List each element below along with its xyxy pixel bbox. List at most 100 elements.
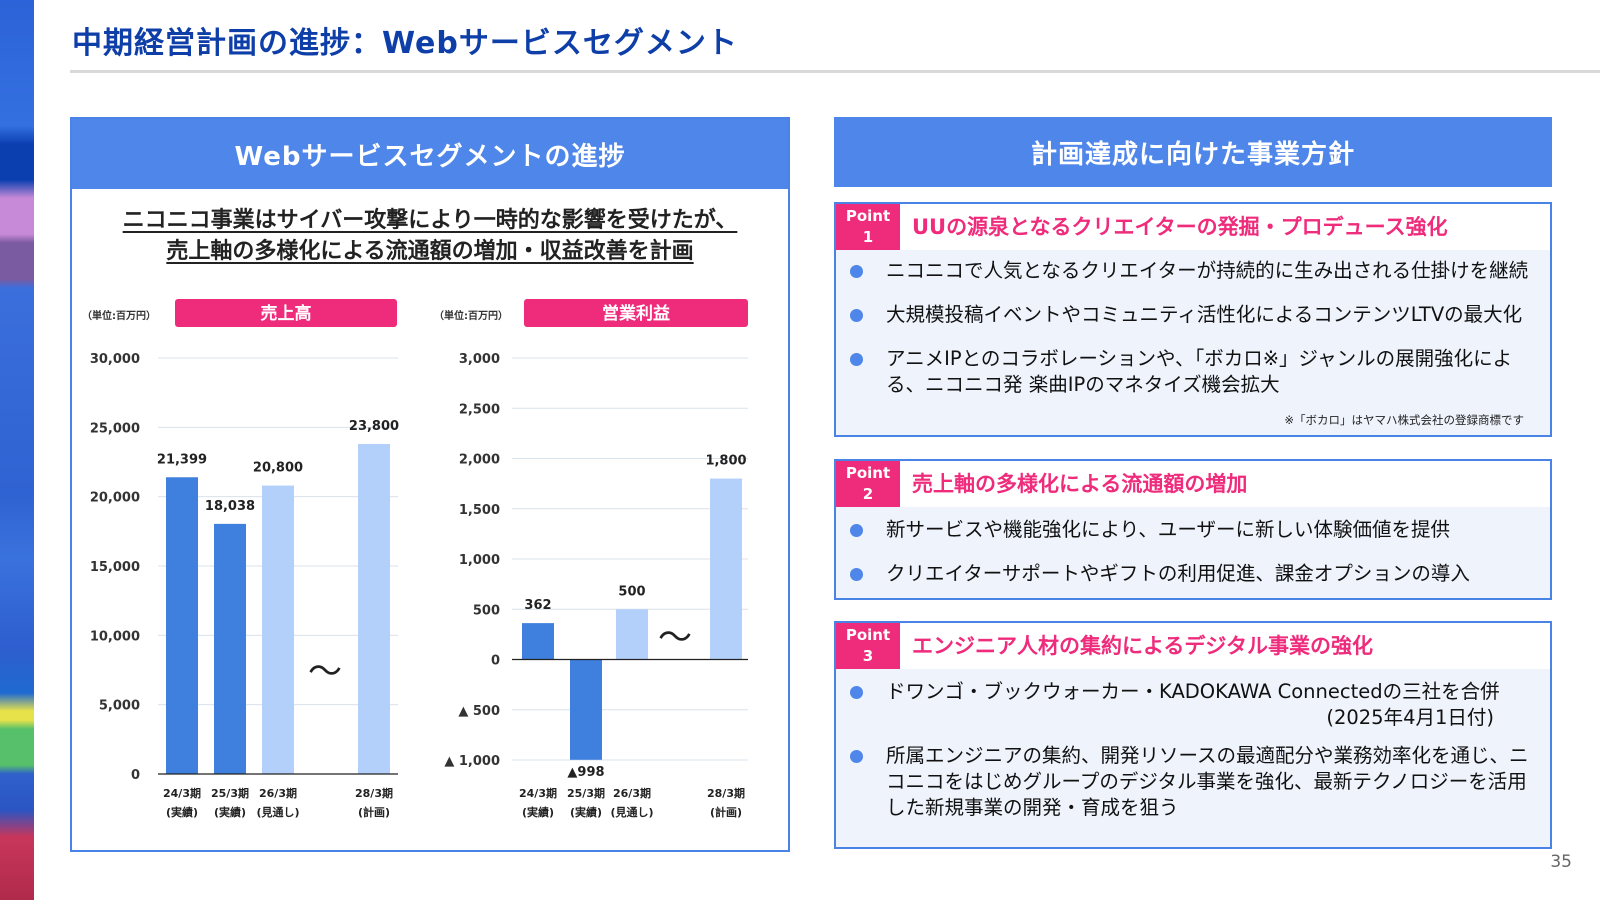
bullet-text: ニコニコで人気となるクリエイターが持続的に生み出される仕掛けを継続	[886, 259, 1529, 282]
point-1-title: UUの源泉となるクリエイターの発掘・プロデュース強化	[912, 215, 1448, 239]
page-title: 中期経営計画の進捗：Webサービスセグメント	[72, 26, 738, 61]
profit-ytick-label: ▲ 1,000	[444, 754, 500, 769]
profit-x-tick-label: (実績)	[570, 805, 602, 819]
point-2-header: Point 2 売上軸の多様化による流通額の増加	[836, 461, 1550, 507]
point-3-badge-label: Point	[845, 626, 891, 644]
business-policy-header: 計画達成に向けた事業方針	[834, 117, 1552, 187]
sales-ytick-label: 20,000	[90, 491, 140, 506]
point-2-box: Point 2 売上軸の多様化による流通額の増加 新サービスや機能強化により、ユ…	[834, 459, 1552, 600]
point-1-badge-label: Point	[845, 207, 891, 225]
point-3-bullet-2: 所属エンジニアの集約、開発リソースの最適配分や業務効率化を通じ、ニコニコをはじめ…	[850, 743, 1530, 821]
sales-x-tick-label: 28/3期	[355, 786, 393, 800]
point-1-badge-number: 1	[862, 228, 874, 246]
profit-ytick-label: 500	[473, 603, 500, 618]
point-2-badge-label: Point	[845, 464, 891, 482]
profit-ytick-label: 1,500	[459, 503, 500, 518]
bullet-dot-icon	[850, 265, 863, 278]
profit-ytick-label: 2,000	[459, 453, 500, 468]
profit-x-tick-label: 25/3期	[567, 786, 605, 800]
sales-ytick-label: 15,000	[90, 560, 140, 575]
point-1-box: Point 1 UUの源泉となるクリエイターの発掘・プロデュース強化 ニコニコで…	[834, 202, 1552, 437]
profit-bar	[570, 659, 602, 760]
sales-bar	[358, 443, 390, 774]
profit-x-tick-label: (計画)	[710, 805, 742, 819]
operating-profit-chart: （単位:百万円） 営業利益 ▲ 1,000 ▲ 500 0 500 1,000 1,500 2,…	[432, 291, 784, 831]
profit-title: 営業利益	[602, 303, 670, 324]
point-1-bullet-3: アニメIPとのコラボレーションや、「ボカロ※」ジャンルの展開強化による、ニコニコ…	[850, 346, 1530, 398]
bullet-dot-icon	[850, 686, 863, 699]
sales-bar	[214, 523, 246, 774]
segment-progress-panel: Webサービスセグメントの進捗 ニコニコ事業はサイバー攻撃により一時的な影響を受…	[70, 117, 790, 852]
point-3-header: Point 3 エンジニア人材の集約によるデジタル事業の強化	[836, 623, 1550, 669]
sales-ytick-label: 10,000	[90, 629, 140, 644]
bullet-dot-icon	[850, 353, 863, 366]
operating-profit-chart-svg: （単位:百万円） 営業利益 ▲ 1,000 ▲ 500 0 500 1,000 1,500 2,…	[434, 299, 748, 819]
point-3-title: エンジニア人材の集約によるデジタル事業の強化	[912, 634, 1373, 658]
bullet-text: アニメIPとのコラボレーションや、「ボカロ※」ジャンルの展開強化による、ニコニコ…	[886, 347, 1513, 396]
profit-axis-break-symbol: 〜	[658, 618, 692, 658]
bullet-text: 新サービスや機能強化により、ユーザーに新しい体験価値を提供	[886, 518, 1450, 541]
profit-data-label: 362	[524, 598, 551, 613]
point-1-badge: Point 1	[836, 204, 900, 250]
point-2-bullet-2: クリエイターサポートやギフトの利用促進、課金オプションの導入	[850, 561, 1530, 587]
profit-data-label: ▲998	[567, 765, 604, 780]
profit-x-tick-label: 26/3期	[613, 786, 651, 800]
sales-axis-break-symbol: 〜	[308, 652, 342, 692]
point-3-badge: Point 3	[836, 623, 900, 669]
profit-x-tick-label: (実績)	[522, 805, 554, 819]
segment-progress-header: Webサービスセグメントの進捗	[72, 119, 788, 189]
bullet-text: 所属エンジニアの集約、開発リソースの最適配分や業務効率化を通じ、ニコニコをはじめ…	[886, 744, 1529, 819]
sales-ytick-label: 0	[131, 768, 140, 783]
sales-x-tick-label: (実績)	[214, 805, 246, 819]
sales-x-tick-label: (見通し)	[256, 806, 299, 819]
sales-x-tick-label: (計画)	[358, 805, 390, 819]
sales-x-tick-label: 26/3期	[259, 786, 297, 800]
point-1-bullets: ニコニコで人気となるクリエイターが持続的に生み出される仕掛けを継続 大規模投稿イ…	[836, 250, 1550, 398]
profit-ytick-label: 1,000	[459, 553, 500, 568]
sales-x-tick-label: 24/3期	[163, 786, 201, 800]
segment-headline: ニコニコ事業はサイバー攻撃により一時的な影響を受けたが、 売上軸の多様化による流…	[72, 205, 788, 267]
sales-bar	[166, 477, 198, 774]
point-2-title: 売上軸の多様化による流通額の増加	[912, 472, 1248, 496]
bullet-text: ドワンゴ・ブックウォーカー・KADOKAWA Connectedの三社を合併	[886, 680, 1500, 703]
sales-x-tick-label: (実績)	[166, 805, 198, 819]
sales-ytick-label: 25,000	[90, 421, 140, 436]
profit-x-tick-label: (見通し)	[610, 806, 653, 819]
bullet-text: クリエイターサポートやギフトの利用促進、課金オプションの導入	[886, 562, 1470, 585]
merger-date: (2025年4月1日付)	[1326, 706, 1494, 729]
point-3-badge-number: 3	[862, 647, 874, 665]
headline-line-2: 売上軸の多様化による流通額の増加・収益改善を計画	[166, 239, 694, 264]
point-2-bullet-1: 新サービスや機能強化により、ユーザーに新しい体験価値を提供	[850, 517, 1530, 543]
profit-x-tick-label: 28/3期	[707, 786, 745, 800]
profit-x-tick-label: 24/3期	[519, 786, 557, 800]
sales-bar	[262, 485, 294, 774]
sales-data-label: 21,399	[157, 452, 207, 467]
profit-ytick-label: 0	[491, 654, 500, 669]
bullet-text: 大規模投稿イベントやコミュニティ活性化によるコンテンツLTVの最大化	[886, 303, 1523, 326]
profit-bar	[710, 478, 742, 660]
point-2-bullets: 新サービスや機能強化により、ユーザーに新しい体験価値を提供 クリエイターサポート…	[836, 507, 1550, 587]
bullet-dot-icon	[850, 568, 863, 581]
sales-data-label: 20,800	[253, 461, 303, 476]
page-number: 35	[1550, 852, 1572, 872]
profit-unit-label: （単位:百万円）	[434, 309, 508, 322]
headline-line-1: ニコニコ事業はサイバー攻撃により一時的な影響を受けたが、	[122, 208, 738, 233]
point-3-bullet-1: ドワンゴ・ブックウォーカー・KADOKAWA Connectedの三社を合併 (…	[850, 679, 1530, 731]
profit-title-tag	[524, 299, 748, 327]
profit-data-label: 500	[618, 584, 645, 599]
point-3-box: Point 3 エンジニア人材の集約によるデジタル事業の強化 ドワンゴ・ブックウ…	[834, 621, 1552, 849]
point-1-bullet-1: ニコニコで人気となるクリエイターが持続的に生み出される仕掛けを継続	[850, 258, 1530, 284]
point-2-badge-number: 2	[862, 485, 874, 503]
bullet-dot-icon	[850, 309, 863, 322]
decorative-side-stripe	[0, 0, 34, 900]
profit-ytick-label: ▲ 500	[458, 704, 500, 719]
vocaloid-trademark-note: ※「ボカロ」はヤマハ株式会社の登録商標です	[1284, 413, 1524, 427]
point-1-header: Point 1 UUの源泉となるクリエイターの発掘・プロデュース強化	[836, 204, 1550, 250]
point-3-bullets: ドワンゴ・ブックウォーカー・KADOKAWA Connectedの三社を合併 (…	[836, 669, 1550, 821]
profit-ytick-label: 3,000	[459, 352, 500, 367]
sales-unit-label: （単位:百万円）	[82, 309, 156, 322]
sales-ytick-label: 5,000	[99, 699, 140, 714]
profit-bar	[616, 609, 648, 660]
point-2-badge: Point 2	[836, 461, 900, 507]
sales-data-label: 23,800	[349, 419, 399, 434]
